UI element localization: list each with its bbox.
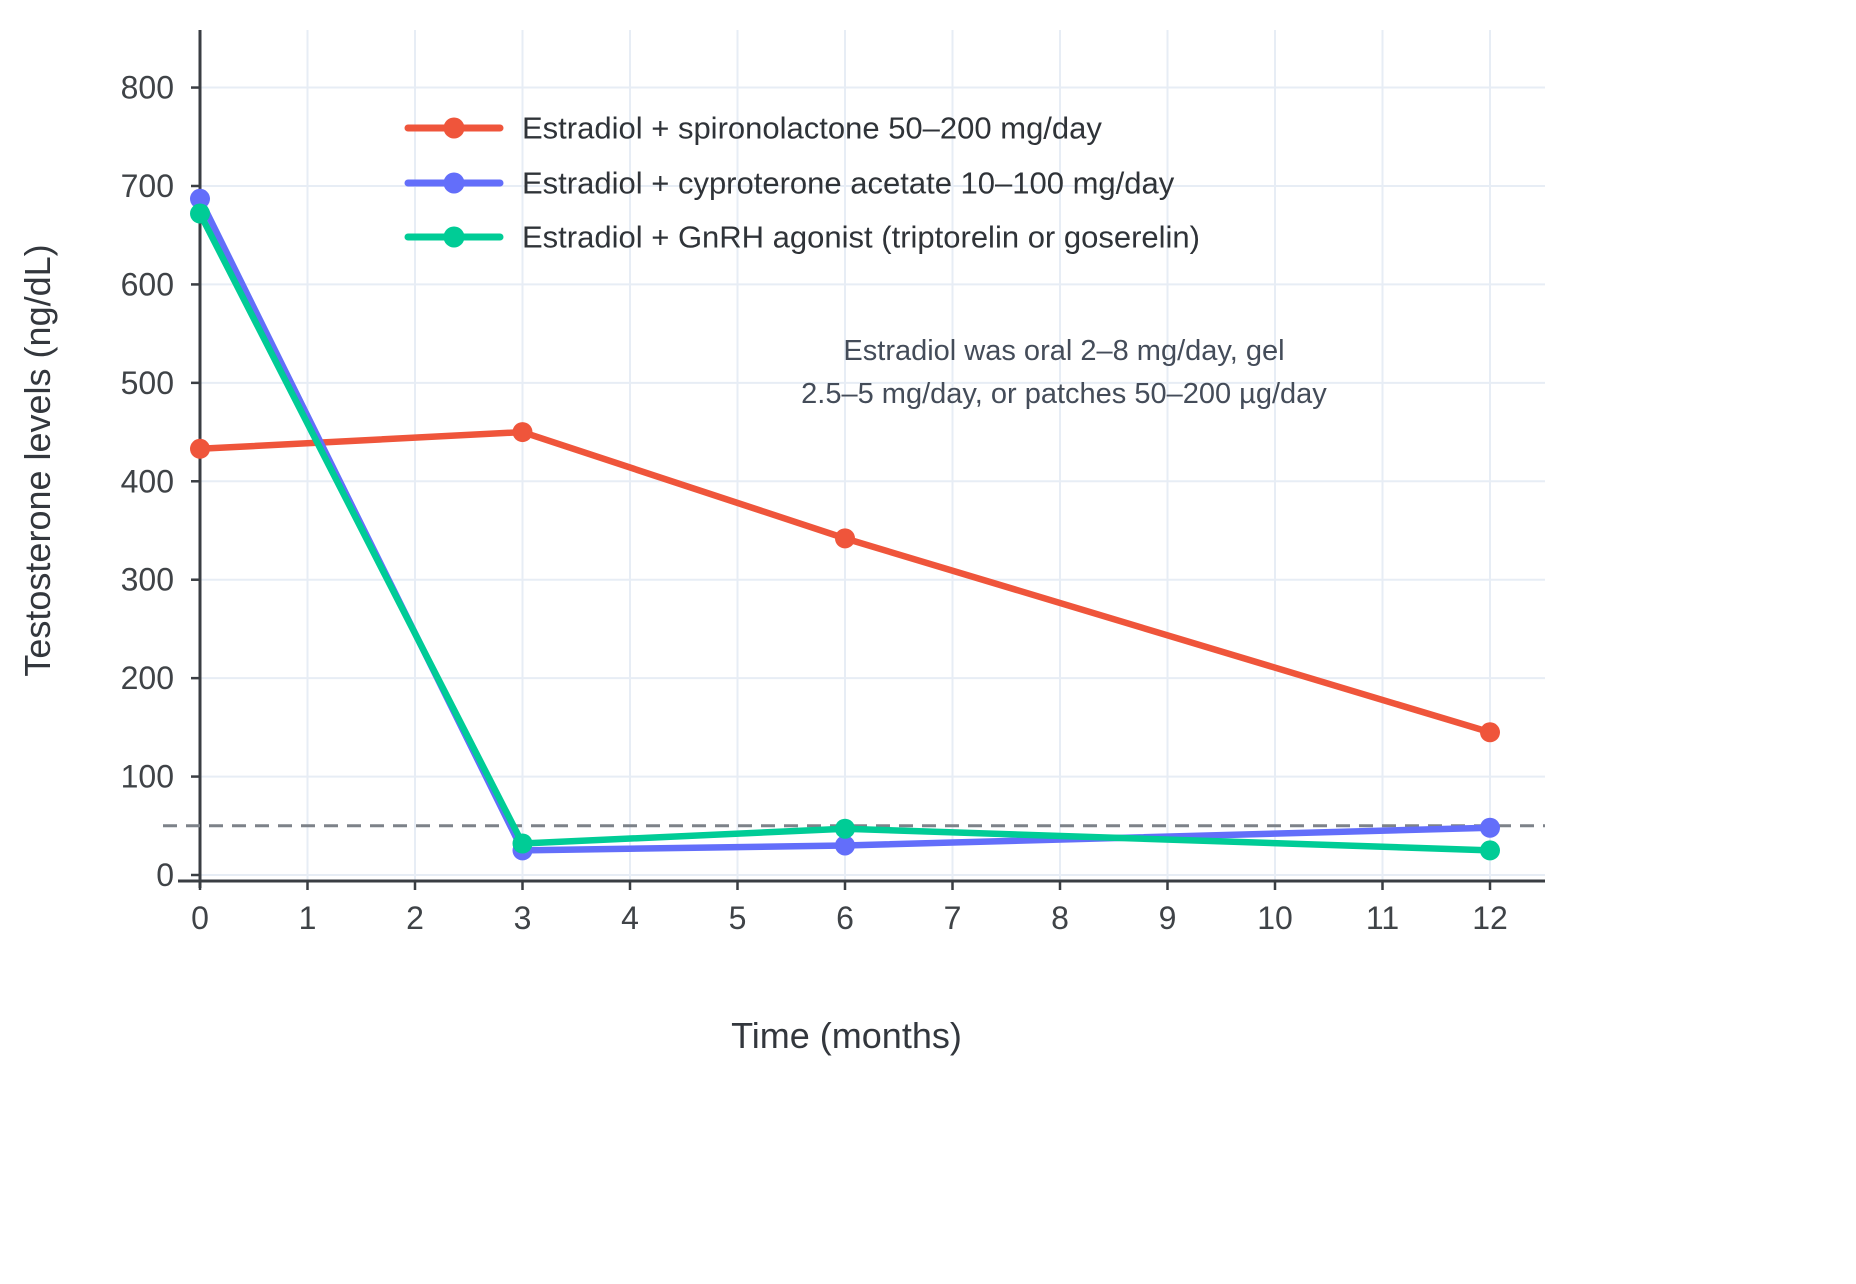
y-tick-label: 800 xyxy=(121,70,174,106)
series-point-1 xyxy=(835,835,855,856)
series-group xyxy=(190,188,1500,861)
x-tick-label: 4 xyxy=(621,900,639,936)
x-tick-label: 5 xyxy=(729,900,747,936)
legend-label: Estradiol + cyproterone acetate 10–100 m… xyxy=(522,166,1175,201)
x-tick-label: 0 xyxy=(191,900,209,936)
x-tick-label: 2 xyxy=(406,900,424,936)
x-tick-label: 12 xyxy=(1472,900,1508,936)
legend-item: Estradiol + cyproterone acetate 10–100 m… xyxy=(404,166,1175,201)
legend-swatch-dot xyxy=(443,172,465,194)
series-line-0 xyxy=(196,428,1494,736)
x-tick-label: 8 xyxy=(1051,900,1069,936)
annotation-line: Estradiol was oral 2–8 mg/day, gel xyxy=(843,335,1284,367)
series-point-2 xyxy=(835,818,855,839)
y-tick-label: 200 xyxy=(121,660,174,696)
series-point-1 xyxy=(190,188,210,209)
legend-label: Estradiol + GnRH agonist (triptorelin or… xyxy=(522,220,1200,255)
x-tick-label: 11 xyxy=(1366,900,1399,936)
legend-item: Estradiol + GnRH agonist (triptorelin or… xyxy=(404,220,1200,255)
series-line-2 xyxy=(196,210,1494,854)
y-axis-title: Testosterone levels (ng/dL) xyxy=(17,244,58,676)
legend-item: Estradiol + spironolactone 50–200 mg/day xyxy=(404,111,1102,146)
y-tick-label: 700 xyxy=(121,168,174,204)
y-tick-label: 500 xyxy=(121,365,174,401)
series-point-0 xyxy=(190,438,210,459)
legend-swatch-dot xyxy=(443,226,465,248)
series-point-0 xyxy=(512,422,533,443)
y-tick-label: 0 xyxy=(156,857,174,893)
legend: Estradiol + spironolactone 50–200 mg/day… xyxy=(404,111,1200,255)
annotation-line: 2.5–5 mg/day, or patches 50–200 µg/day xyxy=(801,378,1327,410)
series-point-2 xyxy=(190,203,210,224)
annotation: Estradiol was oral 2–8 mg/day, gel 2.5–5 … xyxy=(801,335,1327,410)
y-tick-label: 400 xyxy=(121,463,174,499)
series-point-2 xyxy=(512,833,533,854)
y-tick-label: 600 xyxy=(121,266,174,302)
series-point-2 xyxy=(1480,840,1500,861)
x-tick-label: 1 xyxy=(299,900,317,936)
x-tick-label: 6 xyxy=(836,900,854,936)
series-point-0 xyxy=(835,528,855,549)
axes xyxy=(178,30,1545,888)
series-point-1 xyxy=(1480,817,1500,838)
legend-label: Estradiol + spironolactone 50–200 mg/day xyxy=(522,111,1102,146)
series-point-0 xyxy=(1480,722,1500,743)
y-tick-label: 100 xyxy=(121,759,174,795)
gridlines xyxy=(199,30,1545,881)
x-tick-label: 10 xyxy=(1257,900,1293,936)
x-tick-label: 7 xyxy=(944,900,962,936)
x-tick-label: 9 xyxy=(1159,900,1177,936)
x-tick-label: 3 xyxy=(514,900,532,936)
y-tick-label: 300 xyxy=(121,562,174,598)
x-axis-title: Time (months) xyxy=(731,1015,962,1056)
legend-swatch-dot xyxy=(443,117,465,139)
